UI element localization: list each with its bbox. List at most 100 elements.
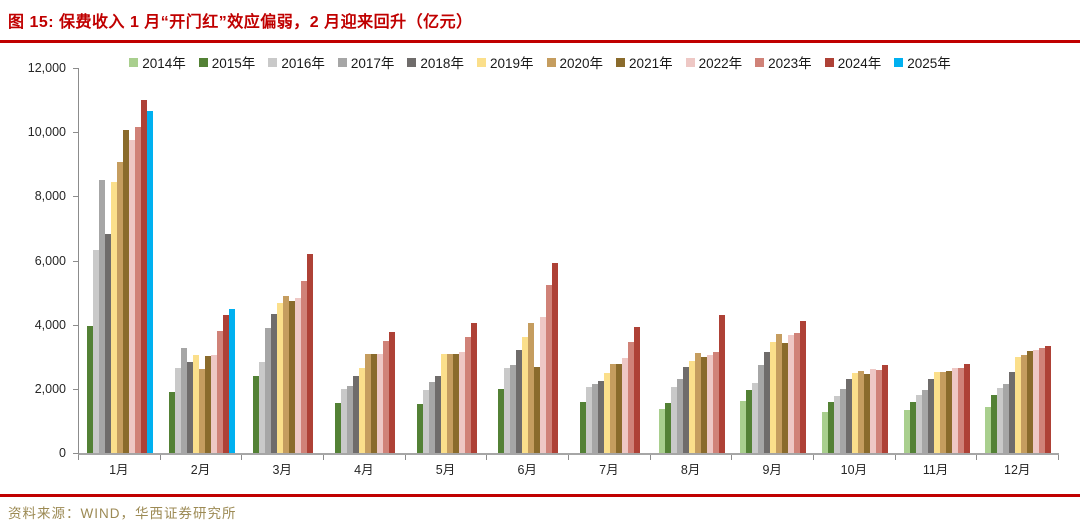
bar-2018年-4月 (352, 376, 359, 453)
bar-2021年-9月 (782, 343, 789, 453)
y-axis-tick-label: 0 (59, 446, 66, 460)
legend-label: 2019年 (489, 56, 534, 71)
x-axis-tick-mark (894, 455, 896, 460)
y-axis-tick-mark (73, 388, 78, 390)
bar-2022年-4月 (376, 354, 383, 453)
bar-2022年-1月 (128, 140, 135, 453)
bar-2017年-3月 (265, 328, 272, 453)
legend-item-2014年: 2014年 (129, 52, 186, 72)
bar-2019年-8月 (688, 361, 695, 453)
bar-group-2月 (161, 68, 243, 453)
x-axis-label-12月: 12月 (1004, 463, 1031, 477)
bar-2023年-1月 (134, 127, 141, 453)
bar-2017年-12月 (1003, 384, 1010, 453)
x-axis-tick-mark (78, 455, 79, 460)
bar-2024年-7月 (633, 327, 640, 453)
bar-group-9月 (732, 68, 814, 453)
bar-2021年-1月 (122, 130, 129, 453)
legend-item-2022年: 2022年 (685, 52, 742, 72)
bar-2016年-9月 (752, 383, 759, 453)
bar-group-10月 (814, 68, 896, 453)
bar-group-3月 (242, 68, 324, 453)
bar-2017年-2月 (180, 348, 187, 453)
x-axis-tick-mark (813, 455, 814, 460)
bar-2015年-9月 (746, 390, 753, 453)
x-axis-tick-mark (486, 455, 488, 460)
bar-2024年-2月 (222, 315, 229, 453)
bar-2015年-10月 (827, 402, 834, 453)
bar-2014年-11月 (903, 410, 910, 453)
bar-2015年-1月 (86, 326, 93, 453)
bar-group-8月 (651, 68, 733, 453)
bar-2021年-8月 (700, 357, 707, 453)
legend-label: 2024年 (837, 56, 882, 71)
bar-2021年-5月 (452, 354, 459, 453)
bar-2021年-7月 (615, 364, 622, 453)
bar-2015年-5月 (416, 404, 423, 453)
bar-2023年-11月 (957, 368, 964, 453)
figure-title: 图 15: 保费收入 1 月“开门红”效应偏弱，2 月迎来回升（亿元） (8, 14, 473, 31)
bar-2015年-12月 (991, 395, 998, 453)
bar-2017年-11月 (921, 390, 928, 453)
bar-2016年-8月 (670, 387, 677, 453)
bar-2024年-6月 (552, 263, 559, 453)
bar-2022年-2月 (210, 355, 217, 453)
bar-2022年-3月 (295, 298, 302, 453)
bar-2021年-12月 (1027, 351, 1034, 453)
bar-2022年-7月 (621, 358, 628, 453)
bar-2023年-10月 (875, 370, 882, 453)
bar-groups (79, 68, 1059, 453)
bar-2016年-11月 (915, 395, 922, 453)
title-divider-rule (0, 40, 1080, 43)
bar-2020年-3月 (283, 296, 290, 453)
bar-2014年-10月 (821, 412, 828, 453)
bar-2016年-3月 (259, 362, 266, 453)
bar-2015年-7月 (579, 402, 586, 453)
bar-2024年-11月 (963, 364, 970, 453)
bar-2024年-4月 (388, 332, 395, 453)
x-axis-tick-mark (323, 455, 324, 460)
legend-item-2020年: 2020年 (546, 52, 603, 72)
x-axis-tick-mark (1058, 455, 1059, 460)
bar-2015年-3月 (253, 376, 260, 453)
legend-label: 2015年 (211, 56, 256, 71)
bar-group-12月 (977, 68, 1059, 453)
bar-2020年-10月 (857, 371, 864, 453)
bar-2018年-3月 (271, 314, 278, 453)
bar-2021年-4月 (370, 354, 377, 453)
x-axis-tick-mark (404, 455, 406, 460)
bar-2016年-5月 (422, 390, 429, 453)
legend-swatch-icon (337, 57, 347, 67)
bar-group-1月 (79, 68, 161, 453)
bar-2023年-3月 (301, 281, 308, 453)
bar-2018年-8月 (682, 367, 689, 453)
bar-2014年-12月 (985, 407, 992, 453)
x-axis-label-2月: 2月 (190, 463, 211, 477)
bar-2016年-10月 (833, 396, 840, 453)
bar-2018年-7月 (597, 381, 604, 453)
y-axis-tick-mark (73, 132, 78, 134)
bar-2020年-12月 (1021, 355, 1028, 453)
bar-group-7月 (569, 68, 651, 453)
bar-group-4月 (324, 68, 406, 453)
bar-2020年-11月 (939, 372, 946, 453)
legend-swatch-icon (546, 57, 556, 67)
footer-divider-rule (0, 494, 1080, 497)
legend-item-2023年: 2023年 (755, 52, 812, 72)
x-axis-label-6月: 6月 (517, 463, 537, 477)
bar-2024年-8月 (718, 315, 725, 453)
bar-2020年-8月 (694, 353, 701, 453)
bar-2023年-5月 (464, 337, 471, 453)
legend-swatch-icon (476, 57, 486, 67)
plot-area (78, 68, 1059, 455)
x-axis-tick-mark (976, 455, 978, 460)
legend-item-2017年: 2017年 (337, 52, 394, 72)
x-axis-label-4月: 4月 (354, 463, 374, 477)
bar-2024年-1月 (140, 100, 147, 453)
y-axis-tick-label: 10,000 (27, 125, 66, 140)
y-axis-tick-label: 8,000 (34, 189, 66, 204)
bar-2024年-3月 (307, 254, 314, 453)
bar-2021年-11月 (945, 371, 952, 453)
bar-2016年-4月 (340, 389, 347, 453)
bar-2022年-10月 (869, 369, 876, 453)
